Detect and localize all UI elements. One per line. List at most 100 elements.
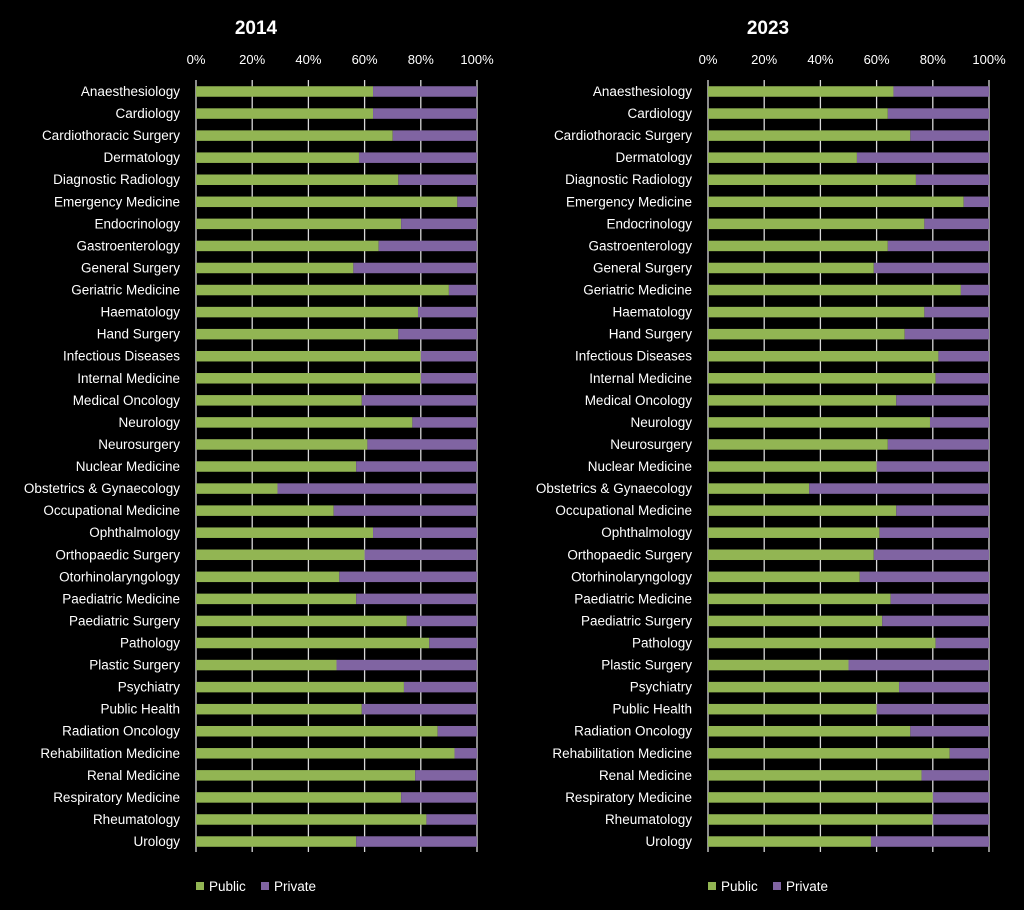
bar-public [708,108,888,119]
category-label: Orthopaedic Surgery [55,547,180,562]
category-label: Otorhinolaryngology [59,569,180,584]
category-label: Occupational Medicine [555,503,692,518]
bar-public [708,637,936,649]
bar-public [196,196,458,208]
bar-private [361,703,477,715]
legend-label-public: Public [209,879,246,894]
bar-public [196,836,357,847]
bar-private [924,306,989,318]
bar-private [403,681,477,693]
bar-private [910,130,989,141]
category-label: Paediatric Medicine [574,591,692,606]
category-label: Haematology [100,305,180,320]
category-label: Gastroenterology [76,238,180,253]
x-tick-label: 80% [920,52,946,67]
category-label: Pathology [632,636,692,651]
bar-public [708,196,964,208]
legend-swatch-public [708,882,716,890]
category-label: Paediatric Medicine [62,591,180,606]
bar-public [196,218,402,230]
category-label: Otorhinolaryngology [571,569,692,584]
category-label: Neurosurgery [98,437,180,452]
legend-label-private: Private [274,879,316,894]
bar-private [364,549,477,561]
x-tick-label: 20% [239,52,265,67]
bar-private [412,417,477,428]
category-label: Neurology [630,415,692,430]
bar-private [938,350,989,362]
bar-public [196,240,379,252]
category-label: Dermatology [615,150,692,165]
category-label: Haematology [612,305,692,320]
bar-public [196,615,407,627]
category-label: Urology [645,834,692,849]
bar-private [887,108,989,119]
bar-public [708,417,930,428]
category-label: Public Health [100,702,180,717]
bar-public [196,659,337,671]
category-label: Radiation Oncology [62,724,180,739]
bar-public [196,262,354,274]
category-label: Emergency Medicine [566,194,692,209]
bar-public [196,395,362,406]
bar-private [859,571,989,583]
bar-private [277,483,477,494]
bar-private [921,770,989,781]
bar-private [356,461,477,472]
category-label: Rheumatology [93,812,180,827]
category-label: Psychiatry [118,680,181,695]
bar-public [708,792,933,803]
bar-private [336,659,477,671]
category-label: Paediatric Surgery [69,613,180,628]
legend-swatch-public [196,882,204,890]
bar-private [876,703,989,715]
bar-public [196,373,421,384]
legend-label-private: Private [786,879,828,894]
bar-private [935,373,989,384]
bar-private [333,505,477,516]
bar-private [887,439,989,450]
x-tick-label: 60% [352,52,378,67]
bar-public [708,130,911,141]
bar-private [401,218,477,230]
category-label: Renal Medicine [87,768,180,783]
category-label: Obstetrics & Gynaecology [24,481,180,496]
category-label: Endocrinology [606,216,692,231]
bar-public [196,152,359,163]
category-label: Geriatric Medicine [71,283,180,298]
bar-public [708,659,849,671]
category-label: Obstetrics & Gynaecology [536,481,692,496]
bar-public [196,792,402,803]
bar-public [708,571,860,583]
bar-private [367,439,477,450]
bar-private [893,86,989,97]
bar-public [708,306,925,318]
category-label: Respiratory Medicine [565,790,692,805]
bar-public [196,130,393,141]
bar-public [196,306,418,318]
bar-private [361,395,477,406]
category-label: Emergency Medicine [54,194,180,209]
bar-public [196,461,357,472]
category-label: Urology [133,834,180,849]
bar-private [356,593,477,605]
x-tick-label: 40% [295,52,321,67]
bar-public [708,174,916,185]
bar-private [879,527,989,538]
bar-private [896,395,989,406]
bar-private [415,770,477,781]
category-label: Neurology [118,415,180,430]
bar-private [339,571,477,583]
category-label: Endocrinology [94,216,180,231]
bar-public [708,748,950,759]
category-label: Plastic Surgery [89,658,180,673]
category-label: Nuclear Medicine [588,459,692,474]
bar-public [196,637,430,649]
category-label: Infectious Diseases [63,349,180,364]
bar-public [196,814,427,825]
bar-public [196,417,413,428]
x-tick-label: 100% [460,52,494,67]
bar-public [196,681,404,693]
category-label: Rheumatology [605,812,692,827]
